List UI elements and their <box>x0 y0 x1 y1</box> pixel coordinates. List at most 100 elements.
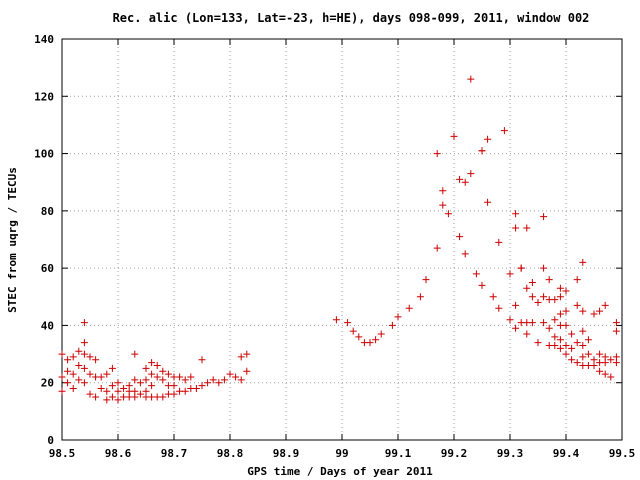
data-point <box>159 367 167 375</box>
data-point <box>64 356 72 364</box>
y-tick-label: 40 <box>41 319 54 332</box>
data-point <box>243 367 251 375</box>
data-point <box>517 264 525 272</box>
data-point <box>556 284 564 292</box>
data-point <box>484 198 492 206</box>
data-point <box>209 376 217 384</box>
data-point <box>579 258 587 266</box>
data-point <box>573 339 581 347</box>
data-point <box>170 382 178 390</box>
data-point <box>556 344 564 352</box>
data-point <box>596 350 604 358</box>
data-point <box>215 379 223 387</box>
data-point <box>192 384 200 392</box>
data-point <box>456 175 464 183</box>
y-tick-label: 0 <box>47 434 54 447</box>
data-point <box>366 339 374 347</box>
data-point <box>80 364 88 372</box>
data-point <box>579 327 587 335</box>
data-point <box>472 270 480 278</box>
data-point <box>433 244 441 252</box>
data-point <box>433 150 441 158</box>
chart-title: Rec. alic (Lon=133, Lat=-23, h=HE), days… <box>113 11 590 25</box>
data-point <box>601 370 609 378</box>
y-tick-label: 20 <box>41 377 54 390</box>
data-point <box>148 359 156 367</box>
data-point <box>58 387 66 395</box>
data-point <box>584 350 592 358</box>
data-point <box>573 301 581 309</box>
data-point <box>103 387 111 395</box>
y-tick-label: 100 <box>34 148 54 161</box>
data-point <box>86 390 94 398</box>
data-point <box>579 307 587 315</box>
data-point <box>590 310 598 318</box>
data-point <box>92 393 100 401</box>
data-point <box>568 356 576 364</box>
data-point <box>607 373 615 381</box>
data-point <box>187 373 195 381</box>
data-point <box>596 367 604 375</box>
data-point <box>601 301 609 309</box>
data-point <box>80 339 88 347</box>
data-point <box>108 382 116 390</box>
data-point <box>512 210 520 218</box>
data-point <box>164 370 172 378</box>
data-point <box>556 310 564 318</box>
x-tick-label: 99.1 <box>385 447 412 460</box>
data-point <box>551 296 559 304</box>
data-point <box>523 284 531 292</box>
data-point <box>612 319 620 327</box>
data-point <box>148 370 156 378</box>
data-point <box>534 339 542 347</box>
data-point <box>528 278 536 286</box>
data-point <box>461 178 469 186</box>
x-tick-labels: 98.5 98.6 98.7 98.8 98.9 99 99.1 99.2 99.3 99.4 99… <box>49 447 636 460</box>
x-tick-label: 99.3 <box>497 447 524 460</box>
data-point <box>545 324 553 332</box>
data-point <box>332 316 340 324</box>
data-point <box>243 350 251 358</box>
data-point <box>422 276 430 284</box>
x-tick-label: 98.5 <box>49 447 76 460</box>
data-point <box>495 238 503 246</box>
data-point <box>540 293 548 301</box>
data-point <box>131 393 139 401</box>
data-point <box>467 75 475 83</box>
data-point <box>159 393 167 401</box>
data-point <box>556 293 564 301</box>
data-point <box>142 376 150 384</box>
data-point <box>562 287 570 295</box>
data-point <box>377 330 385 338</box>
data-point <box>237 376 245 384</box>
x-tick-label: 98.8 <box>217 447 244 460</box>
data-point <box>405 304 413 312</box>
data-point <box>170 390 178 398</box>
data-point <box>528 293 536 301</box>
data-point <box>97 384 105 392</box>
data-point <box>551 316 559 324</box>
data-point <box>489 293 497 301</box>
data-point <box>545 276 553 284</box>
data-point <box>562 341 570 349</box>
data-point <box>439 201 447 209</box>
data-point <box>540 213 548 221</box>
data-point <box>114 387 122 395</box>
data-point <box>500 127 508 135</box>
data-point <box>579 341 587 349</box>
data-point <box>528 319 536 327</box>
data-point <box>562 321 570 329</box>
y-tick-label: 60 <box>41 262 54 275</box>
data-point <box>131 376 139 384</box>
data-point <box>103 396 111 404</box>
x-tick-label: 99.4 <box>553 447 580 460</box>
data-point <box>198 382 206 390</box>
data-point <box>416 293 424 301</box>
data-point <box>176 373 184 381</box>
data-point <box>80 379 88 387</box>
data-point <box>372 336 380 344</box>
data-point <box>388 321 396 329</box>
data-point <box>355 333 363 341</box>
data-point <box>153 373 161 381</box>
data-point <box>198 356 206 364</box>
